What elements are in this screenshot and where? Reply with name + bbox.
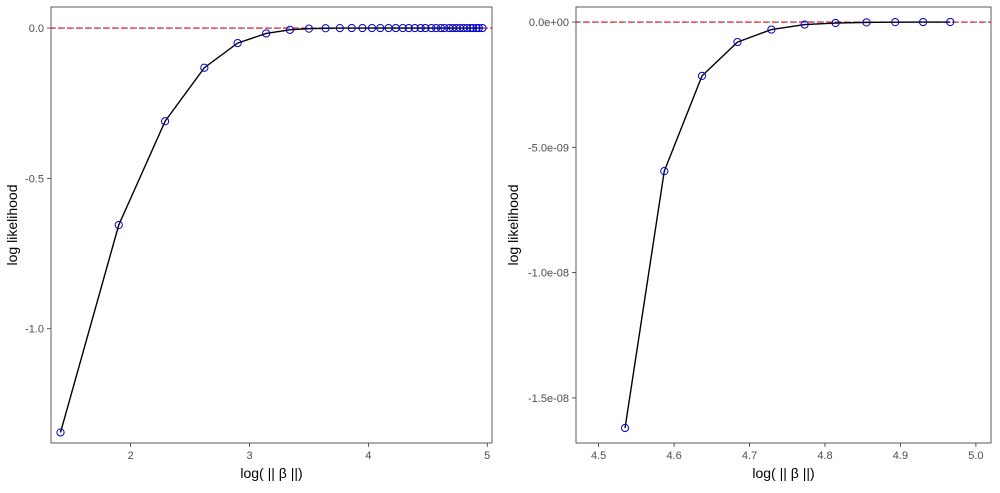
data-point — [697, 71, 707, 81]
y-tick-label: -1.0e-08 — [528, 268, 569, 280]
x-tick-label: 2 — [128, 450, 134, 462]
right-series — [620, 17, 955, 433]
x-tick-label: 4.6 — [666, 450, 681, 462]
data-point — [478, 23, 487, 33]
left-y-axis-title: log likelihood — [4, 185, 20, 266]
data-point — [410, 23, 419, 33]
x-tick-label: 4 — [365, 450, 371, 462]
x-tick-label: 5 — [484, 450, 490, 462]
right-y-axis-title: log likelihood — [505, 185, 521, 266]
data-point — [733, 37, 742, 47]
x-tick-label: 4.7 — [742, 450, 757, 462]
data-point — [800, 20, 809, 29]
data-point — [946, 17, 955, 27]
data-point — [436, 23, 445, 33]
data-point — [285, 25, 295, 34]
data-point — [161, 117, 170, 126]
data-point — [472, 23, 481, 33]
y-tick-label: 0.0 — [29, 23, 44, 35]
left-y-ticks: 0.0 -0.5 -1.0 — [25, 23, 51, 336]
left-panel: 2 3 4 5 0.0 -0.5 -1.0 log( || β ||) log likel… — [4, 6, 493, 481]
data-point — [398, 23, 407, 33]
data-point — [767, 25, 776, 34]
data-point — [862, 18, 871, 27]
left-x-axis-title: log( || β ||) — [240, 465, 302, 481]
data-point — [376, 23, 385, 33]
data-point — [891, 18, 900, 27]
right-x-axis-title: log( || β ||) — [752, 465, 814, 481]
data-point — [335, 24, 344, 33]
data-point — [404, 23, 413, 33]
data-point — [468, 23, 478, 33]
y-tick-label: -5.0e-09 — [528, 142, 569, 154]
y-tick-label: -0.5 — [25, 173, 44, 185]
left-x-ticks: 2 3 4 5 — [128, 443, 490, 462]
y-tick-label: -1.0 — [25, 324, 44, 336]
data-point — [56, 428, 65, 437]
y-tick-label: -1.5e-08 — [528, 393, 569, 405]
data-point — [440, 23, 449, 33]
series-line — [624, 21, 951, 429]
right-y-ticks: 0.0e+00 -5.0e-09 -1.0e-08 -1.5e-08 — [528, 17, 576, 405]
data-point — [114, 220, 123, 230]
right-panel: 4.5 4.6 4.7 4.8 4.9 5.0 0.0e+00 -5.0e-09 -1.0e-… — [505, 6, 992, 481]
data-point — [660, 167, 669, 176]
data-point — [466, 23, 475, 33]
x-tick-label: 4.5 — [591, 450, 606, 462]
x-tick-label: 4.9 — [893, 450, 908, 462]
data-point — [462, 23, 472, 33]
left-panel-border — [50, 6, 493, 444]
data-point — [474, 23, 484, 33]
data-point — [918, 17, 928, 27]
data-point — [200, 63, 209, 72]
data-point — [304, 24, 314, 33]
y-tick-label: 0.0e+00 — [529, 17, 569, 29]
data-point — [432, 23, 441, 33]
data-point — [367, 23, 377, 33]
data-point — [358, 23, 367, 33]
data-point — [262, 29, 271, 38]
data-point — [416, 23, 425, 33]
right-x-ticks: 4.5 4.6 4.7 4.8 4.9 5.0 — [591, 443, 984, 462]
right-panel-border — [575, 6, 992, 444]
data-point — [421, 23, 430, 33]
data-point — [620, 423, 630, 433]
data-point — [427, 23, 436, 33]
data-point — [347, 23, 356, 33]
x-tick-label: 3 — [246, 450, 252, 462]
data-point — [831, 18, 840, 28]
data-point — [321, 24, 330, 33]
left-series — [56, 23, 487, 437]
data-point — [233, 38, 242, 48]
x-tick-label: 5.0 — [968, 450, 983, 462]
x-tick-label: 4.8 — [817, 450, 832, 462]
